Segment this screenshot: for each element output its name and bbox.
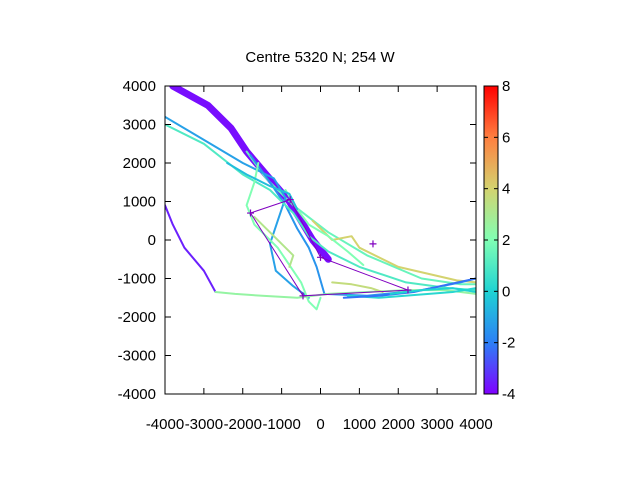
colorbar-tick-label: 2 [502,232,510,249]
track-3 [311,219,476,284]
plot-frame [164,85,477,395]
marker-overlay [247,196,412,300]
track-10 [331,281,384,293]
x-tick-label: -3000 [185,416,223,433]
track-7 [245,162,322,311]
track-16 [253,215,295,268]
track-1 [169,86,332,263]
y-tick-label: 2000 [123,155,156,172]
y-tick-label: 3000 [123,117,156,134]
colorbar-tick-label: 8 [502,78,510,95]
plus-marker-6 [299,292,307,300]
y-tick-label: -3000 [118,348,156,365]
colorbar: 8 6 4 2 0 -2 -4 [483,78,515,403]
colorbar-tick-label: -2 [502,335,515,352]
track-5 [165,115,310,299]
y-tick-label: 4000 [123,78,156,95]
plus-marker-3 [247,209,255,217]
colorbar-tick-label: 6 [502,129,510,146]
colorbar-tick-label: 0 [502,283,510,300]
x-tick-label: 4000 [459,416,492,433]
plus-marker-5 [404,286,412,294]
y-tick-label: -1000 [118,271,156,288]
track-4 [249,154,476,297]
track-15 [226,162,299,211]
x-tick-label: -2000 [224,416,262,433]
x-tick-label: 1000 [343,416,376,433]
x-tick-label: -4000 [146,416,184,433]
data-tracks [165,86,476,311]
plus-marker-1 [369,240,377,248]
plus-marker-4 [317,253,324,261]
x-tick-label: 0 [316,416,324,433]
marker-polygon [250,198,409,297]
x-axis: -4000 -3000 -2000 -1000 0 1000 2000 3000 4000 [146,86,493,433]
y-axis: 4000 3000 2000 1000 0 -1000 -2000 -3000 -4000 [118,78,476,403]
track-13 [389,287,476,295]
chart-title: Centre 5320 N; 254 W [245,49,395,66]
y-tick-label: 1000 [123,194,156,211]
plus-marker-2 [286,196,294,204]
track-8 [165,204,217,293]
colorbar-tick-label: 4 [502,181,510,198]
y-tick-label: -4000 [118,386,156,403]
x-tick-label: 2000 [382,416,415,433]
x-tick-label: -1000 [262,416,300,433]
y-tick-label: -2000 [118,309,156,326]
y-tick-label: 0 [148,232,156,249]
colorbar-tick-label: -4 [502,386,515,403]
x-tick-label: 3000 [420,416,453,433]
track-6 [165,123,476,292]
